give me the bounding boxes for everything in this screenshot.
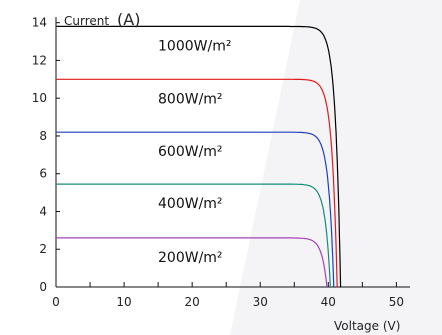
x-tick-label: 40	[321, 295, 336, 309]
series-label: 400W/m²	[158, 196, 223, 212]
background-shade	[230, 0, 442, 335]
y-tick-label: 6	[39, 167, 47, 181]
x-tick-label: 50	[389, 295, 404, 309]
axes: 0 2 4 6 8 10 12 14 0 10 20 30 40 50	[32, 16, 410, 309]
curves	[56, 25, 342, 288]
x-tick-label: 20	[185, 295, 200, 309]
series-line	[56, 131, 335, 288]
series-label: 200W/m²	[158, 250, 223, 266]
curve-labels: 1000W/m² 800W/m² 600W/m² 400W/m² 200W/m²	[158, 38, 231, 265]
y-tick-label: 14	[32, 16, 47, 30]
y-tick-label: 10	[32, 91, 47, 105]
series-label: 800W/m²	[158, 91, 223, 107]
y-tick-label: 4	[39, 204, 47, 218]
y-tick-label: 8	[39, 129, 47, 143]
series-line	[56, 25, 342, 288]
y-axis-title-unit: (A)	[117, 10, 140, 29]
x-axis-title: Voltage (V)	[334, 319, 400, 333]
y-tick-label: 0	[39, 280, 47, 294]
y-tick-label: 2	[39, 242, 47, 256]
y-tick-label: 12	[32, 53, 47, 67]
series-line	[56, 78, 338, 288]
series-label: 600W/m²	[158, 144, 223, 160]
series-label: 1000W/m²	[158, 38, 231, 54]
series-line	[56, 183, 331, 287]
x-tick-label: 10	[116, 295, 131, 309]
x-tick-label: 30	[253, 295, 268, 309]
series-line	[56, 237, 328, 287]
x-tick-label: 0	[52, 295, 60, 309]
y-axis-title-word: Current	[64, 14, 109, 28]
